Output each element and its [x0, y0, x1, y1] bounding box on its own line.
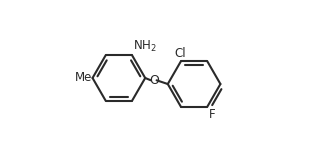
Text: Me: Me: [74, 71, 92, 85]
Text: NH$_2$: NH$_2$: [133, 39, 156, 54]
Text: F: F: [209, 108, 215, 121]
Text: O: O: [149, 74, 159, 87]
Text: Cl: Cl: [175, 47, 186, 60]
